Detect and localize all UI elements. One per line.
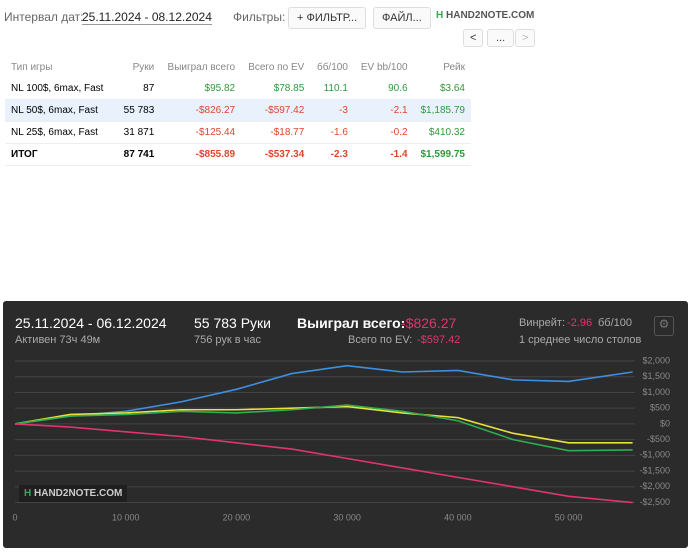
winrate-value: -2.96: [567, 317, 593, 329]
table-cell: NL 100$, 6max, Fast: [5, 78, 117, 100]
y-tick-label: -$2,000: [639, 481, 670, 491]
prev-button[interactable]: <: [463, 29, 484, 47]
won-value: -$826.27: [401, 315, 457, 331]
y-tick-label: $1,500: [642, 371, 670, 381]
table-cell: $1,185.79: [413, 99, 471, 122]
winrate-label: Винрейт:: [519, 317, 566, 329]
header-cell: бб/100: [316, 61, 348, 73]
y-tick-label: $1,000: [642, 387, 670, 397]
filter-button[interactable]: + ФИЛЬТР...: [288, 7, 367, 29]
header-cell: Выиграл всего: [167, 61, 236, 73]
header-row: Тип игры Руки Выиграл всего Всего по EV бб/1…: [5, 56, 471, 78]
x-tick-label: 30 000: [333, 512, 361, 522]
y-tick-label: -$1,000: [639, 450, 670, 460]
winrate-unit: бб/100: [598, 317, 633, 329]
y-tick-label: -$2,500: [639, 497, 670, 507]
table-cell: NL 25$, 6max, Fast: [5, 121, 117, 144]
graph-panel: 25.11.2024 - 06.12.2024 Активен 73ч 49м …: [3, 301, 688, 548]
table-cell: -$18.77: [241, 121, 311, 144]
table-cell: 87: [117, 78, 161, 100]
header-cell: Тип игры: [11, 61, 53, 73]
y-tick-label: -$500: [647, 434, 670, 444]
table-cell: 31 871: [117, 121, 161, 144]
y-tick-label: $0: [660, 418, 670, 428]
header-cell: Всего по EV: [248, 61, 305, 73]
table-cell: $1,599.75: [413, 143, 471, 166]
table-cell: 90.6: [353, 78, 414, 100]
table-row: NL 100$, 6max, Fast 87 $95.82 $78.85 110.1 90…: [5, 78, 471, 100]
x-tick-label: 0: [12, 512, 17, 522]
watermark-text: HAND2NOTE.COM: [34, 488, 123, 499]
table-cell: 110.1: [310, 78, 354, 100]
y-tick-label: -$1,500: [639, 465, 670, 475]
more-button[interactable]: ...: [487, 29, 515, 47]
x-tick-label: 10 000: [112, 512, 140, 522]
next-button[interactable]: >: [515, 29, 536, 47]
table-cell: -$125.44: [160, 121, 242, 144]
settings-button[interactable]: ⚙: [654, 316, 674, 336]
table-row: NL 25$, 6max, Fast 31 871 -$125.44 -$18.77-…: [5, 121, 471, 144]
header-cell: Рейк: [443, 61, 465, 73]
series-line: [14, 364, 633, 425]
file-button[interactable]: ФАЙЛ...: [373, 7, 431, 29]
table-cell: -$855.89: [160, 143, 242, 166]
table-cell: ИТОГ: [5, 143, 117, 166]
table-cell: -3: [310, 99, 354, 122]
table-cell: -2.3: [310, 143, 354, 166]
ev-value: -$597.42: [417, 334, 461, 346]
won-label: Выиграл всего:: [297, 315, 406, 331]
chart: $2,000 $1,500 $1,000 $500 $0 -$500 -$1,000 -$1,…: [12, 355, 670, 522]
table-cell: -$826.27: [160, 99, 242, 122]
series-line: [14, 404, 633, 452]
x-tick-label: 20 000: [223, 512, 251, 522]
table-cell: -2.1: [353, 99, 414, 122]
stats-table: Тип игры Руки Выиграл всего Всего по EV бб/1…: [5, 56, 471, 166]
interval-value[interactable]: 25.11.2024 - 08.12.2024: [82, 10, 212, 25]
table-cell: NL 50$, 6max, Fast: [5, 99, 117, 122]
table-cell: -$537.34: [241, 143, 311, 166]
filters-label: Фильтры:: [233, 10, 286, 24]
header-cell: Руки: [132, 61, 155, 73]
table-cell: -$597.42: [241, 99, 311, 122]
panel-active: Активен 73ч 49м: [15, 334, 101, 346]
table-cell: -1.4: [353, 143, 414, 166]
table-cell: 55 783: [117, 99, 161, 122]
tables-avg: 1 среднее число столов: [519, 334, 642, 346]
panel-dates: 25.11.2024 - 06.12.2024: [15, 315, 167, 331]
logo-text: HAND2NOTE.COM: [446, 10, 535, 21]
table-cell: $78.85: [241, 78, 311, 100]
table-cell: $410.32: [413, 121, 471, 144]
y-tick-label: $500: [650, 403, 670, 413]
table-cell: -0.2: [353, 121, 414, 144]
series-line: [14, 423, 633, 504]
logo: H HAND2NOTE.COM: [436, 10, 535, 21]
header-cell: EV bb/100: [360, 61, 408, 73]
table-row: NL 50$, 6max, Fast 55 783 -$826.27 -$597.42…: [5, 99, 471, 122]
ev-label: Всего по EV:: [348, 334, 413, 346]
panel-hands: 55 783 Руки: [194, 315, 271, 331]
table-cell: $95.82: [160, 78, 242, 100]
series-line: [14, 405, 633, 444]
table-row: ИТОГ 87 741 -$855.89 -$537.34 -2.3 -1.4 $1,599…: [5, 143, 471, 166]
table-cell: $3.64: [413, 78, 471, 100]
x-tick-label: 50 000: [555, 512, 583, 522]
x-tick-label: 40 000: [444, 512, 472, 522]
watermark: H HAND2NOTE.COM: [19, 485, 128, 502]
interval-label: Интервал дат:: [4, 10, 84, 24]
table-cell: -1.6: [310, 121, 354, 144]
table-cell: 87 741: [117, 143, 161, 166]
panel-hands-per-hour: 756 рук в час: [194, 334, 262, 346]
y-tick-label: $2,000: [642, 355, 670, 365]
